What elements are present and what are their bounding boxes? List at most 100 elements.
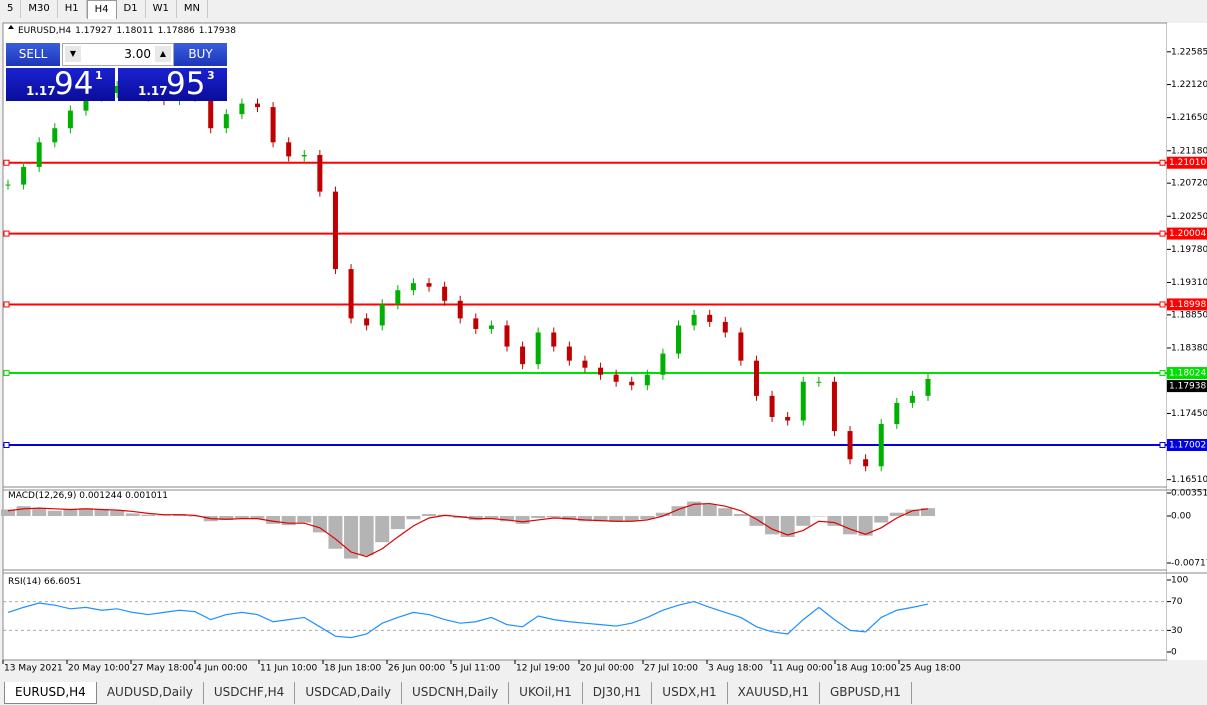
- macd-bar: [780, 516, 795, 537]
- macd-bar: [16, 506, 31, 517]
- level-handle: [1159, 230, 1166, 237]
- macd-bar: [328, 516, 343, 549]
- chart-info: EURUSD,H4 1.17927 1.18011 1.17886 1.17938: [18, 26, 240, 36]
- candle-body: [348, 269, 354, 319]
- chart-tab[interactable]: USDCAD,Daily: [295, 682, 402, 704]
- timeframe-button[interactable]: 5: [0, 0, 22, 18]
- macd-bar: [47, 510, 62, 517]
- macd-bar: [921, 508, 935, 517]
- one-click-trading: SELL ▼ 3.00 ▲ BUY 1.17 94 1 1.17 95 3: [6, 43, 227, 102]
- lot-input[interactable]: ▼ 3.00 ▲: [62, 43, 174, 66]
- candle-body: [722, 321, 728, 333]
- candle-body: [925, 378, 931, 396]
- x-tick-label: 18 Jun 18:00: [324, 664, 381, 674]
- macd-bar: [827, 516, 842, 526]
- macd-bar: [811, 516, 826, 517]
- collapse-arrow[interactable]: [8, 25, 14, 29]
- lot-up[interactable]: ▲: [155, 46, 171, 62]
- macd-bar: [702, 504, 717, 517]
- macd-bar: [219, 516, 234, 520]
- candle-body: [114, 85, 120, 94]
- y-tick-label: 0: [1171, 648, 1177, 658]
- close: 1.17938: [198, 26, 236, 36]
- chart-tab[interactable]: USDCNH,Daily: [402, 682, 510, 704]
- macd-bar: [32, 508, 47, 517]
- candle-body: [473, 318, 479, 329]
- candle-body: [270, 107, 276, 143]
- timeframe-button[interactable]: H4: [86, 0, 117, 19]
- x-tick-label: 13 May 2021: [4, 664, 63, 674]
- timeframe-toolbar: 5 M30 H1 H4 D1 W1 MN: [0, 0, 1207, 20]
- level-handle: [1159, 370, 1166, 377]
- chart-tab[interactable]: DJ30,H1: [583, 682, 653, 704]
- macd-bar: [905, 509, 920, 517]
- x-tick-label: 27 Jul 10:00: [644, 664, 698, 674]
- chart-tab[interactable]: AUDUSD,Daily: [97, 682, 204, 704]
- candle-body: [410, 283, 416, 291]
- y-tick-label: 30: [1171, 626, 1183, 636]
- timeframe-button[interactable]: MN: [177, 0, 208, 18]
- current-price-box: [1167, 380, 1207, 393]
- x-tick-label: 20 May 10:00: [68, 664, 130, 674]
- timeframe-button[interactable]: D1: [117, 0, 146, 18]
- macd-bar: [546, 516, 561, 518]
- timeframe-button[interactable]: W1: [146, 0, 177, 18]
- candle-body: [707, 314, 713, 322]
- y-tick-label: 1.22120: [1171, 80, 1207, 90]
- level-label-box: [1167, 298, 1207, 311]
- chart-tab[interactable]: EURUSD,H4: [4, 682, 97, 704]
- chart-tab[interactable]: GBPUSD,H1: [820, 682, 912, 704]
- level-label: 1.17002: [1169, 441, 1206, 451]
- candle-body: [598, 367, 604, 375]
- timeframe-button[interactable]: M30: [21, 0, 58, 18]
- rsi-line: [7, 600, 929, 639]
- level-handle: [3, 230, 10, 237]
- lot-down[interactable]: ▼: [65, 46, 81, 62]
- macd-bar: [593, 516, 608, 522]
- macd-bar: [624, 516, 639, 522]
- chart-window: MACD(12,26,9) 0.001244 0.001011 RSI(14) …: [1, 22, 1207, 674]
- sell-button[interactable]: SELL: [6, 43, 60, 66]
- candle-body: [520, 346, 526, 365]
- candle-body: [566, 346, 572, 361]
- candle-body: [223, 114, 229, 129]
- candle-body: [613, 374, 619, 382]
- candle-body: [769, 395, 775, 417]
- level-handle: [1159, 442, 1166, 449]
- macd-bar: [94, 509, 109, 517]
- x-tick-label: 4 Jun 00:00: [196, 664, 248, 674]
- current-price-label: 1.17938: [1169, 382, 1206, 392]
- macd-bar: [718, 508, 733, 517]
- candle-body: [208, 96, 214, 129]
- level-label-box: [1167, 439, 1207, 452]
- chart-frame: [2, 22, 1168, 661]
- x-tick-label: 25 Aug 18:00: [900, 664, 961, 674]
- candle-body: [286, 142, 292, 157]
- macd-bar: [796, 516, 811, 526]
- level-handle: [3, 301, 10, 308]
- chart-tab[interactable]: UKOil,H1: [509, 682, 583, 704]
- x-tick-label: 3 Aug 18:00: [708, 664, 763, 674]
- y-tick-label: -0.007178: [1171, 559, 1207, 569]
- y-tick-label: 1.21650: [1171, 113, 1207, 123]
- buy-price[interactable]: 1.17 95 3: [118, 66, 227, 102]
- chart-tab[interactable]: USDX,H1: [652, 682, 728, 704]
- y-tick-label: 1.21180: [1171, 146, 1207, 156]
- macd-bar: [406, 516, 421, 520]
- macd-bar: [640, 516, 655, 520]
- macd-bar: [281, 516, 296, 526]
- sell-price[interactable]: 1.17 94 1: [6, 66, 115, 102]
- timeframe-button[interactable]: H1: [58, 0, 87, 18]
- y-tick-label: 1.19310: [1171, 278, 1207, 288]
- chart-tab[interactable]: XAUUSD,H1: [728, 682, 820, 704]
- macd-bar: [733, 514, 748, 517]
- buy-button[interactable]: BUY: [174, 43, 227, 66]
- macd-bar: [843, 516, 858, 535]
- y-tick-label: 70: [1171, 597, 1183, 607]
- x-tick-label: 5 Jul 11:00: [452, 664, 501, 674]
- macd-bar: [344, 516, 359, 559]
- macd-bar: [63, 509, 78, 517]
- macd-label: MACD(12,26,9) 0.001244 0.001011: [8, 491, 168, 501]
- fraction: 1: [95, 69, 103, 82]
- chart-tab[interactable]: USDCHF,H4: [204, 682, 296, 704]
